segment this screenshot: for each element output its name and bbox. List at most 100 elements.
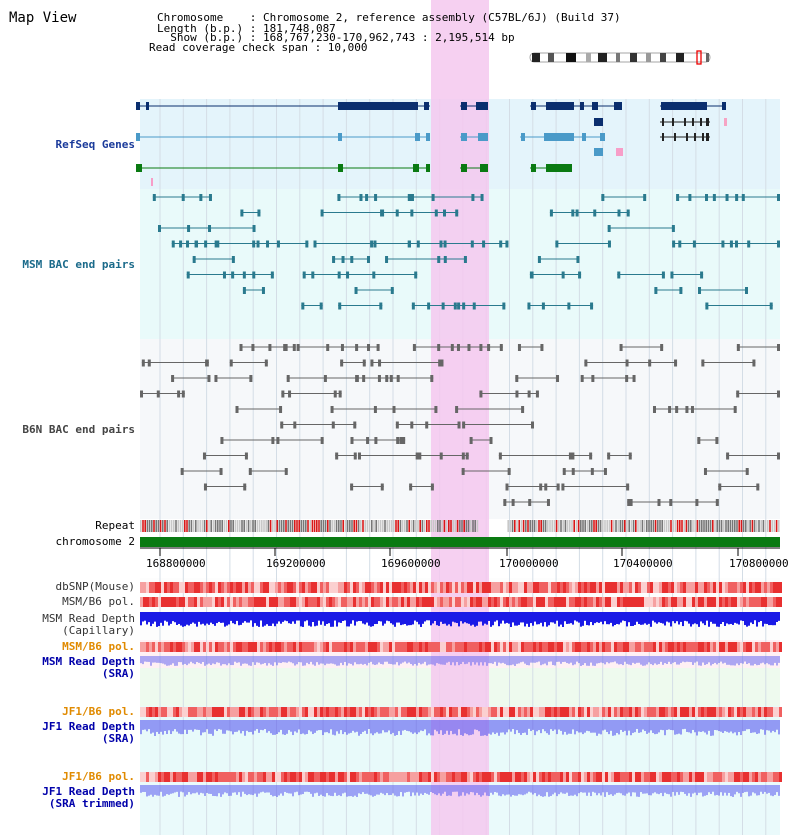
read-depth-bar xyxy=(768,612,770,626)
polymorphism-heat-cell xyxy=(212,597,215,607)
read-depth-bar xyxy=(650,785,652,796)
read-depth-bar xyxy=(440,720,442,731)
b6n-bac-end-pair xyxy=(229,359,233,367)
read-depth-bar xyxy=(736,656,738,664)
polymorphism-heat-cell xyxy=(428,642,431,652)
polymorphism-heat-cell xyxy=(758,707,761,717)
read-depth-bar xyxy=(142,720,144,730)
read-depth-bar xyxy=(368,785,370,795)
b6n-bac-end-pair xyxy=(353,452,357,460)
polymorphism-heat-cell xyxy=(386,707,389,717)
read-depth-bar xyxy=(724,785,726,793)
read-depth-bar xyxy=(444,785,446,792)
read-depth-bar xyxy=(732,656,734,666)
read-depth-bar xyxy=(242,656,244,664)
repeat-mark xyxy=(236,520,239,532)
read-depth-bar xyxy=(754,785,756,794)
refseq-exon xyxy=(146,102,149,110)
polymorphism-heat-cell xyxy=(512,642,515,652)
read-depth-bar xyxy=(604,612,606,622)
read-depth-bar xyxy=(382,720,384,731)
b6n-bac-end-pair xyxy=(589,452,593,460)
polymorphism-heat-cell xyxy=(572,707,575,717)
polymorphism-heat-cell xyxy=(632,582,635,593)
b6n-bac-end-pairs-label[interactable]: B6N BAC end pairs xyxy=(22,423,135,436)
polymorphism-heat-cell xyxy=(338,582,341,593)
polymorphism-heat-cell xyxy=(188,707,191,717)
b6n-bac-end-pair xyxy=(568,452,572,460)
polymorphism-heat-cell xyxy=(725,597,728,607)
read-depth-bar xyxy=(522,656,524,662)
polymorphism-heat-cell xyxy=(443,597,446,607)
read-depth-bar xyxy=(600,720,602,735)
polymorphism-heat-cell xyxy=(212,642,215,652)
polymorphism-heat-cell xyxy=(398,772,401,782)
read-depth-bar xyxy=(738,785,740,794)
polymorphism-heat-cell xyxy=(533,597,536,607)
polymorphism-heat-cell xyxy=(257,597,260,607)
repeat-mark xyxy=(397,520,399,532)
read-depth-bar xyxy=(662,720,664,731)
read-depth-bar xyxy=(716,656,718,665)
read-depth-bar xyxy=(616,785,618,793)
b6n-bac-end-pair xyxy=(243,483,247,491)
read-depth-bar xyxy=(236,612,238,621)
polymorphism-heat-cell xyxy=(623,597,626,607)
polymorphism-heat-cell xyxy=(254,582,257,593)
polymorphism-heat-cell xyxy=(302,707,305,717)
polymorphism-heat-cell xyxy=(698,772,701,782)
read-depth-bar xyxy=(740,785,742,797)
read-depth-bar xyxy=(574,785,576,795)
read-depth-bar xyxy=(522,785,524,796)
read-depth-bar xyxy=(740,656,742,664)
polymorphism-heat-cell xyxy=(680,582,683,593)
read-depth-bar xyxy=(300,656,302,663)
b6n-bac-end-pair xyxy=(440,359,444,367)
polymorphism-heat-cell xyxy=(593,597,596,607)
repeat-mark xyxy=(463,520,465,532)
read-depth-bar xyxy=(764,720,766,735)
read-depth-bar xyxy=(344,785,346,793)
polymorphism-heat-cell xyxy=(200,642,203,652)
read-depth-bar xyxy=(288,612,290,624)
read-depth-bar xyxy=(692,656,694,665)
read-depth-bar xyxy=(148,720,150,730)
read-depth-bar xyxy=(504,785,506,796)
polymorphism-heat-cell xyxy=(377,642,380,652)
read-depth-bar xyxy=(504,720,506,735)
b6n-bac-end-pair xyxy=(205,359,209,367)
read-depth-bar xyxy=(432,656,434,665)
read-depth-bar xyxy=(572,720,574,730)
ideogram-band xyxy=(630,53,637,62)
read-depth-bar xyxy=(732,785,734,797)
polymorphism-heat-cell xyxy=(140,597,143,607)
repeat-mark xyxy=(228,520,230,532)
polymorphism-heat-cell xyxy=(233,582,236,593)
read-depth-bar xyxy=(142,612,144,622)
polymorphism-heat-cell xyxy=(440,772,443,782)
polymorphism-heat-cell xyxy=(293,642,296,652)
polymorphism-heat-cell xyxy=(212,582,215,593)
polymorphism-heat-cell xyxy=(458,707,461,717)
read-depth-bar xyxy=(468,612,470,624)
polymorphism-heat-cell xyxy=(392,707,395,717)
read-depth-bar xyxy=(680,785,682,792)
read-depth-bar xyxy=(390,656,392,665)
read-depth-bar xyxy=(150,785,152,795)
repeat-mark xyxy=(428,520,430,532)
read-depth-bar xyxy=(368,612,370,626)
read-depth-bar xyxy=(484,720,486,736)
repeat-mark xyxy=(549,520,551,532)
b6n-bac-end-pair xyxy=(141,359,145,367)
polymorphism-heat-cell xyxy=(698,707,701,717)
read-depth-bar xyxy=(538,785,540,795)
polymorphism-heat-cell xyxy=(365,772,368,782)
polymorphism-heat-cell xyxy=(557,772,560,782)
polymorphism-heat-cell xyxy=(155,642,158,652)
polymorphism-heat-cell xyxy=(272,772,275,782)
refseq-genes-label[interactable]: RefSeq Genes xyxy=(55,138,135,151)
msm-bac-end-pairs-label[interactable]: MSM BAC end pairs xyxy=(22,258,135,271)
read-depth-bar xyxy=(370,612,372,627)
polymorphism-heat-cell xyxy=(530,597,533,607)
polymorphism-heat-cell xyxy=(686,597,689,607)
